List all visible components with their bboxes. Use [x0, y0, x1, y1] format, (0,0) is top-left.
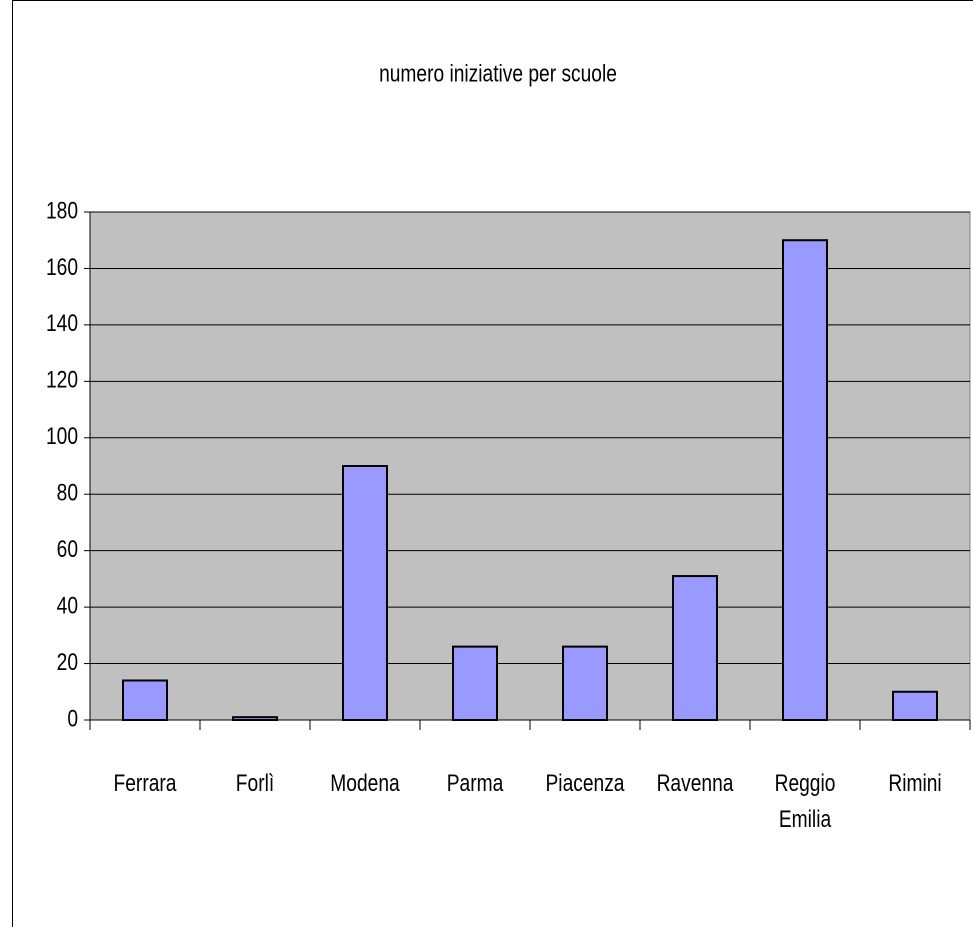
x-tick-label: Rimini — [888, 770, 942, 797]
chart-border — [12, 0, 973, 927]
y-tick-label: 40 — [57, 591, 78, 619]
y-tick-label: 180 — [46, 196, 78, 224]
x-tick-label: Reggio Emilia — [774, 770, 836, 833]
bar — [672, 575, 718, 721]
x-tick-label: Piacenza — [545, 770, 625, 797]
y-tick-label: 80 — [57, 478, 78, 506]
x-tick-label: Parma — [446, 770, 504, 797]
plot-area — [89, 211, 971, 721]
y-tick-label: 140 — [46, 309, 78, 337]
x-tick-label: Forlì — [235, 770, 275, 797]
chart-title: numero iniziative per scuole — [379, 59, 617, 87]
x-tick-label: Modena — [330, 770, 400, 797]
y-tick-label: 20 — [57, 648, 78, 676]
bar — [452, 645, 498, 721]
y-tick-label: 120 — [46, 366, 78, 394]
bar — [122, 679, 168, 722]
bar — [782, 239, 828, 721]
bar — [342, 465, 388, 721]
bar — [892, 690, 938, 721]
x-tick-label: Ferrara — [113, 770, 177, 797]
y-tick-label: 60 — [57, 535, 78, 563]
y-tick-label: 160 — [46, 253, 78, 281]
y-tick-label: 0 — [67, 704, 78, 732]
x-tick-label: Ravenna — [656, 770, 734, 797]
y-tick-label: 100 — [46, 422, 78, 450]
bar — [562, 645, 608, 721]
